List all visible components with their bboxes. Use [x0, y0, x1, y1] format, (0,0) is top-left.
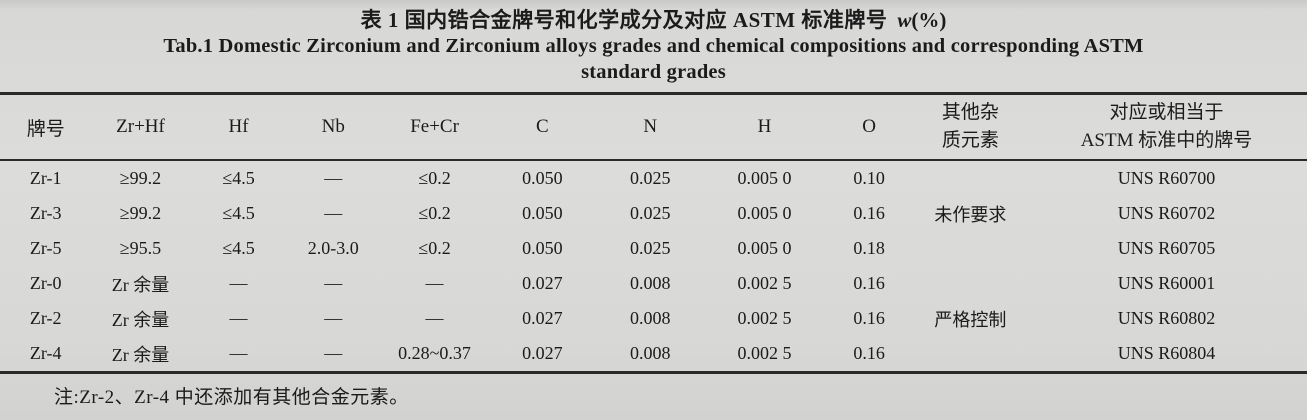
- value-cell: ≤0.2: [418, 238, 451, 258]
- mass-fraction-unit: (%): [911, 8, 947, 32]
- impurity-group-cell: 未作要求: [934, 204, 1007, 225]
- value-cell: 0.005 0: [737, 203, 792, 223]
- astm-grade-cell: UNS R60705: [1117, 238, 1216, 258]
- astm-header-line2: ASTM 标准中的牌号: [1080, 130, 1253, 151]
- value-cell: 0.16: [853, 203, 885, 223]
- value-cell: 0.002 5: [737, 308, 792, 328]
- value-cell: ≤4.5: [222, 203, 255, 223]
- value-cell: ≥95.5: [119, 238, 162, 258]
- table-row: Zr-1 ≥99.2 ≤4.5 — ≤0.2 0.050 0.025 0.005…: [0, 160, 1307, 225]
- table-row: Zr-3 ≥99.2 ≤4.5 — ≤0.2 0.050 0.025 0.005…: [0, 196, 1307, 231]
- value-cell: 0.005 0: [737, 168, 792, 188]
- col-header-c: C: [490, 93, 595, 161]
- col-header-zr-hf: Zr+Hf: [91, 93, 190, 161]
- value-cell: —: [425, 308, 444, 328]
- col-header-fe-cr: Fe+Cr: [379, 93, 491, 161]
- value-cell: 0.050: [522, 168, 563, 188]
- value-cell: 0.025: [629, 203, 671, 223]
- value-cell: —: [324, 308, 343, 328]
- value-cell: 0.025: [629, 168, 671, 188]
- grade-cell: Zr-3: [29, 203, 62, 223]
- value-cell: 0.008: [629, 273, 671, 293]
- value-cell: ≤4.5: [222, 168, 255, 188]
- astm-grade-cell: UNS R60802: [1117, 308, 1216, 328]
- value-cell: 0.28~0.37: [398, 343, 471, 363]
- col-header-hf: Hf: [189, 93, 288, 161]
- table-footnote: 注:Zr-2、Zr-4 中还添加有其他合金元素。: [54, 387, 409, 408]
- table-title-english-line1: Tab.1 Domestic Zirconium and Zirconium a…: [163, 35, 1144, 57]
- col-header-nb: Nb: [287, 93, 379, 161]
- col-header-other-impurities: 其他杂 质元素: [914, 93, 1026, 161]
- table-title-chinese: 表 1 国内锆合金牌号和化学成分及对应 ASTM 标准牌号 w(%): [0, 0, 1307, 33]
- value-cell: —: [324, 203, 343, 223]
- grade-cell: Zr-4: [29, 343, 62, 363]
- value-cell: 0.050: [522, 238, 563, 258]
- astm-grade-cell: UNS R60001: [1117, 273, 1216, 293]
- astm-header-line1: 对应或相当于: [1109, 102, 1224, 123]
- value-cell: —: [324, 168, 343, 188]
- col-header-h: H: [705, 93, 824, 161]
- grade-cell: Zr-2: [29, 308, 62, 328]
- value-cell: 0.005 0: [737, 238, 792, 258]
- value-cell: 0.008: [629, 343, 671, 363]
- value-cell: 0.002 5: [737, 273, 792, 293]
- table-row: Zr-0 Zr 余量 — — — 0.027 0.008 0.002 5 0.1…: [0, 266, 1307, 330]
- value-cell: 0.027: [522, 308, 563, 328]
- value-cell: 0.008: [629, 308, 671, 328]
- other-impurities-line1: 其他杂: [941, 102, 999, 123]
- value-cell: Zr 余量: [111, 309, 170, 330]
- col-header-grade: 牌号: [0, 93, 92, 161]
- value-cell: —: [324, 343, 343, 363]
- col-header-astm-grade: 对应或相当于 ASTM 标准中的牌号: [1025, 93, 1307, 161]
- value-cell: 0.027: [522, 343, 563, 363]
- astm-grade-cell: UNS R60702: [1117, 203, 1216, 223]
- astm-grade-cell: UNS R60804: [1117, 343, 1216, 363]
- value-cell: —: [229, 308, 248, 328]
- other-impurities-line2: 质元素: [941, 130, 999, 151]
- alloy-composition-table: 牌号 Zr+Hf Hf Nb Fe+Cr C N H O 其他杂 质元素 对应或…: [0, 92, 1307, 374]
- value-cell: ≥99.2: [119, 203, 162, 223]
- value-cell: ≥99.2: [119, 168, 162, 188]
- table-title-zh-text: 表 1 国内锆合金牌号和化学成分及对应 ASTM 标准牌号: [360, 8, 888, 32]
- value-cell: 0.10: [853, 168, 885, 188]
- value-cell: 0.027: [522, 273, 563, 293]
- value-cell: Zr 余量: [111, 344, 170, 365]
- astm-grade-cell: UNS R60700: [1117, 168, 1216, 188]
- value-cell: 0.16: [853, 273, 885, 293]
- table-row: Zr-5 ≥95.5 ≤4.5 2.0-3.0 ≤0.2 0.050 0.025…: [0, 231, 1307, 266]
- value-cell: 0.16: [853, 308, 885, 328]
- col-header-o: O: [823, 93, 915, 161]
- table-row: Zr-4 Zr 余量 — — 0.28~0.37 0.027 0.008 0.0…: [0, 336, 1307, 373]
- value-cell: 0.18: [853, 238, 885, 258]
- grade-cell: Zr-1: [29, 168, 62, 188]
- table-row: Zr-2 Zr 余量 — — — 0.027 0.008 0.002 5 0.1…: [0, 301, 1307, 336]
- mass-fraction-symbol: w: [897, 8, 912, 32]
- value-cell: ≤4.5: [222, 238, 255, 258]
- value-cell: 0.002 5: [737, 343, 792, 363]
- grade-cell: Zr-0: [29, 273, 62, 293]
- value-cell: —: [229, 273, 248, 293]
- value-cell: 2.0-3.0: [307, 238, 359, 258]
- col-header-n: N: [594, 93, 706, 161]
- table-title-english-line2: standard grades: [581, 61, 726, 83]
- value-cell: ≤0.2: [418, 168, 451, 188]
- header-row: 牌号 Zr+Hf Hf Nb Fe+Cr C N H O 其他杂 质元素 对应或…: [0, 93, 1307, 161]
- value-cell: Zr 余量: [111, 274, 170, 295]
- value-cell: ≤0.2: [418, 203, 451, 223]
- value-cell: 0.050: [522, 203, 563, 223]
- value-cell: 0.16: [853, 343, 885, 363]
- value-cell: —: [229, 343, 248, 363]
- value-cell: —: [425, 273, 444, 293]
- value-cell: —: [324, 273, 343, 293]
- grade-cell: Zr-5: [29, 238, 62, 258]
- impurity-group-cell: 严格控制: [934, 309, 1007, 330]
- value-cell: 0.025: [629, 238, 671, 258]
